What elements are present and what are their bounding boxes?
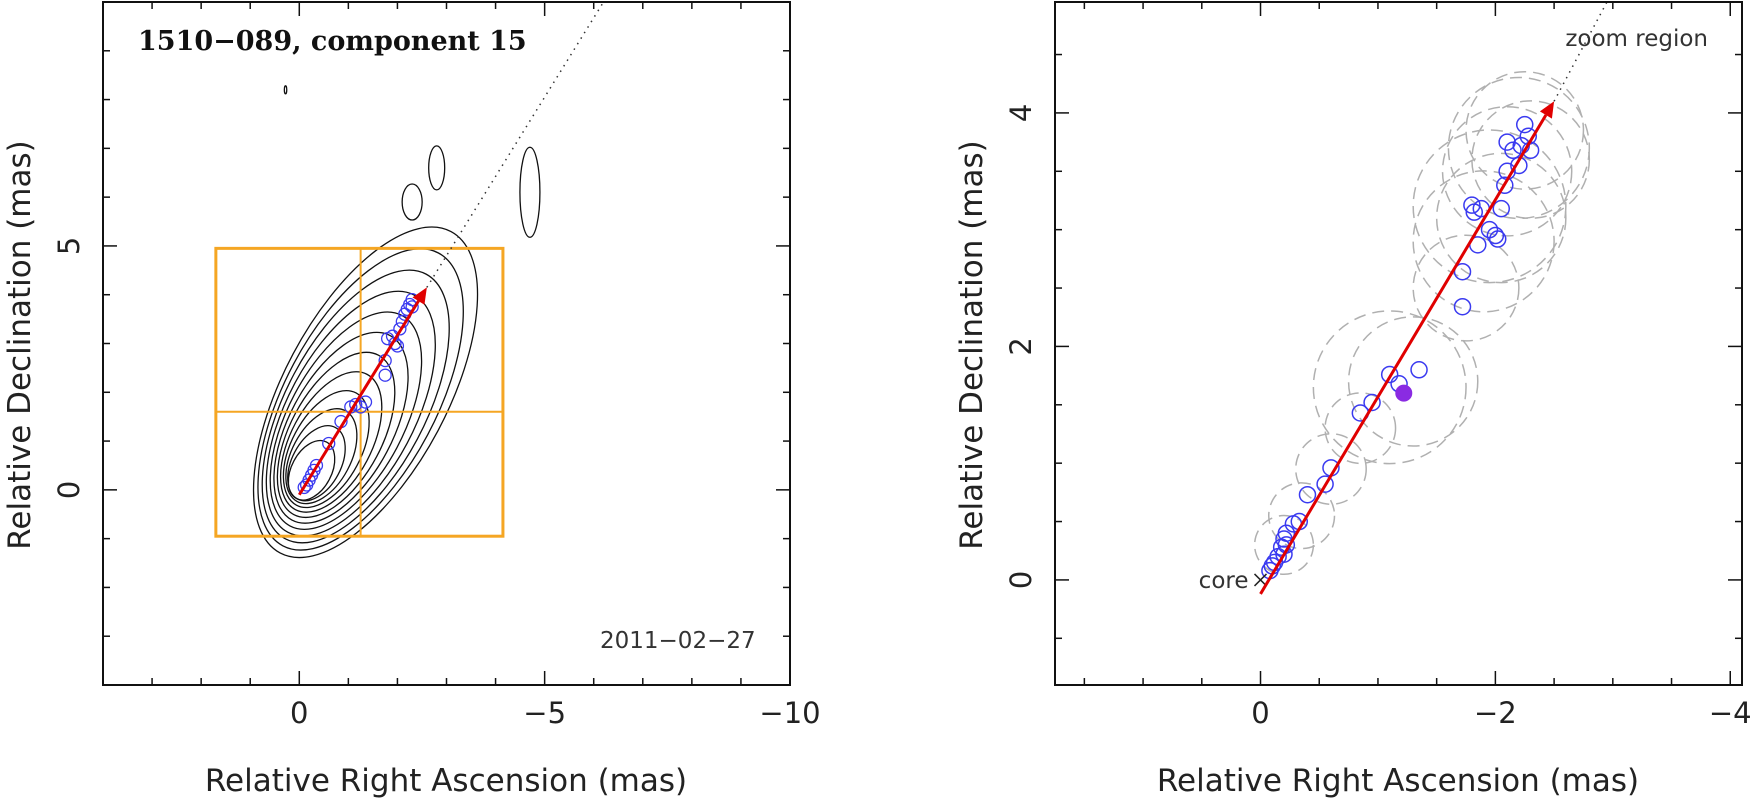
- component-point: [1488, 230, 1507, 248]
- component-point: [1515, 115, 1534, 134]
- contour-island: [519, 146, 541, 238]
- contour-level: [257, 248, 464, 551]
- uncertainty-circle: [1253, 514, 1315, 576]
- motion-arrow-head: [412, 287, 427, 305]
- x-tick-label: 0: [1251, 696, 1269, 730]
- motion-arrow-shaft: [1259, 114, 1548, 595]
- contour-island: [283, 85, 288, 95]
- component-point: [378, 368, 392, 382]
- component-point: [297, 480, 311, 495]
- right-plot-frame: [1054, 1, 1743, 686]
- uncertainty-circle: [1312, 310, 1467, 465]
- x-tick-label: −2: [1474, 696, 1517, 730]
- component-point: [393, 322, 407, 336]
- left-panel: 1510−089, component 15 2011−02−27 Relati…: [2, 1, 821, 799]
- motion-arrow: [1259, 101, 1555, 595]
- component-point: [1298, 485, 1317, 504]
- y-tick-label: 5: [52, 237, 86, 255]
- component-point: [1492, 199, 1511, 218]
- y-tick-labels: 0 2 4: [1004, 104, 1038, 589]
- uncertainty-circle: [1412, 234, 1520, 342]
- uncertainty-circle: [1447, 76, 1591, 220]
- y-tick-label: 2: [1004, 337, 1038, 355]
- core-marker: [1253, 573, 1268, 587]
- core-label: core: [1199, 568, 1249, 594]
- component-point: [1486, 226, 1505, 245]
- current-epoch-point: [1395, 384, 1413, 402]
- component-point: [1380, 365, 1399, 384]
- uncertainty-circle: [1471, 100, 1591, 220]
- y-axis-label: Relative Declination (mas): [2, 140, 38, 550]
- motion-arrow-shaft: [298, 300, 420, 496]
- uncertainty-circle: [1465, 70, 1585, 190]
- component-point: [1275, 545, 1293, 563]
- component-point: [1453, 297, 1472, 316]
- x-tick-labels: 0 −2 −4: [1251, 696, 1750, 730]
- y-tick-labels: 05: [52, 237, 86, 499]
- trend-line-segment: [426, 1, 605, 288]
- uncertainty-circle: [1294, 433, 1367, 505]
- contour-level: [282, 389, 370, 509]
- uncertainty-circle: [1347, 316, 1479, 447]
- right-axis-ticks: [1055, 2, 1742, 685]
- component-point: [1496, 176, 1514, 195]
- x-axis-label: Relative Right Ascension (mas): [205, 763, 687, 799]
- y-axis-label: Relative Declination (mas): [954, 140, 990, 550]
- contour-level: [261, 269, 450, 544]
- zoom-region-label: zoom region: [1565, 26, 1708, 52]
- trend-line: [426, 1, 605, 288]
- component-positions: [1253, 115, 1540, 587]
- zoom-box-outline: [214, 246, 505, 538]
- component-point: [309, 458, 324, 473]
- uncertainty-circle: [1412, 170, 1555, 313]
- x-tick-label: −10: [759, 696, 820, 730]
- contour-island: [401, 183, 423, 221]
- contour-island: [428, 145, 446, 191]
- uncertainty-circles: [1253, 70, 1591, 576]
- contour-map: [252, 85, 541, 559]
- y-tick-label: 0: [52, 481, 86, 499]
- contour-level: [252, 226, 479, 559]
- component-point: [1410, 361, 1428, 379]
- y-tick-label: 4: [1004, 104, 1038, 122]
- x-axis-label: Relative Right Ascension (mas): [1157, 763, 1639, 799]
- motion-arrow-head: [1539, 101, 1555, 119]
- motion-arrow: [298, 287, 427, 496]
- left-axis-ticks: [102, 1, 791, 686]
- uncertainty-circle: [1267, 482, 1336, 550]
- uncertainty-circle: [1435, 152, 1567, 284]
- component-point: [1504, 141, 1522, 160]
- uncertainty-circle: [1441, 105, 1573, 237]
- x-tick-label: −4: [1709, 696, 1750, 730]
- x-tick-label: 0: [290, 696, 308, 730]
- x-tick-labels: 0 −5 −10: [290, 696, 821, 730]
- x-tick-label: −5: [523, 696, 566, 730]
- component-point: [358, 395, 373, 409]
- contour-level: [279, 371, 383, 513]
- uncertainty-circle: [1324, 392, 1397, 465]
- contour-level: [276, 351, 396, 519]
- component-point: [1463, 196, 1481, 214]
- epoch-date-label: 2011−02−27: [600, 628, 756, 654]
- component-point: [1277, 524, 1296, 542]
- y-tick-label: 0: [1004, 571, 1038, 589]
- uncertainty-circle: [1412, 129, 1567, 284]
- contour-level: [265, 290, 436, 537]
- component-point: [1453, 262, 1472, 281]
- right-panel: zoom region core Relative Right Ascensio…: [954, 1, 1750, 799]
- component-point: [1316, 475, 1334, 493]
- left-plot-frame: [102, 1, 791, 686]
- chart-title: 1510−089, component 15: [138, 26, 527, 57]
- contour-level: [287, 439, 336, 501]
- component-point: [1363, 393, 1381, 412]
- contour-level: [273, 331, 409, 524]
